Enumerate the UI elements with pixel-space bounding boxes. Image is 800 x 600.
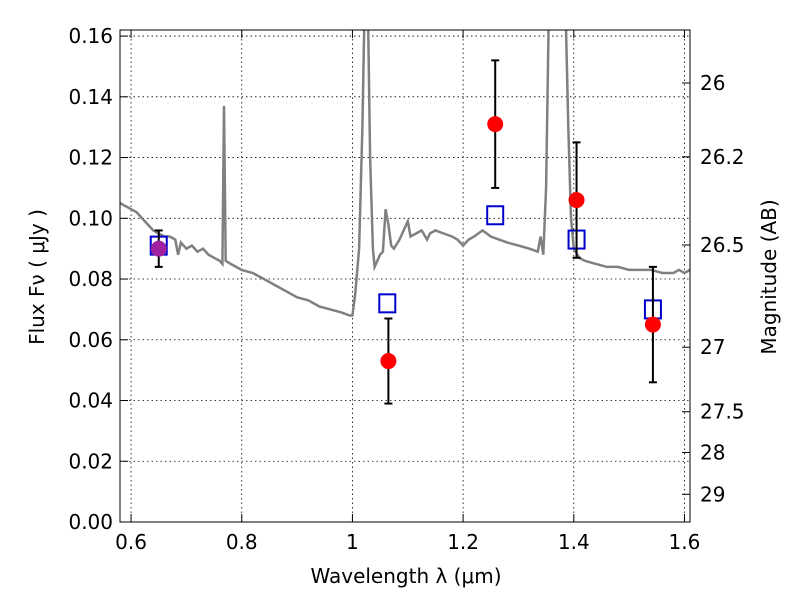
plot-frame bbox=[119, 29, 691, 523]
x-tick-label: 1.2 bbox=[447, 530, 479, 554]
observed-point bbox=[150, 240, 167, 257]
y-tick-label: 0.08 bbox=[68, 267, 113, 291]
x-tick-label: 1 bbox=[346, 530, 359, 554]
observed-point bbox=[568, 192, 585, 209]
observed-point bbox=[487, 116, 504, 133]
grid bbox=[120, 30, 690, 523]
observed-point bbox=[644, 316, 661, 333]
model-photometry-square bbox=[378, 293, 397, 314]
x-tick-label: 1.6 bbox=[669, 530, 701, 554]
y-tick-label: 0.14 bbox=[68, 85, 113, 109]
right-axis-label: Magnitude (AB) bbox=[757, 199, 781, 354]
right-tick-label: 27 bbox=[700, 335, 725, 359]
right-tick-label: 26 bbox=[700, 71, 725, 95]
right-tick-label: 29 bbox=[700, 482, 725, 506]
y-tick-label: 0.04 bbox=[68, 389, 113, 413]
x-axis-label: Wavelength λ (μm) bbox=[310, 564, 501, 588]
y-tick-label: 0.12 bbox=[68, 146, 113, 170]
x-tick-label: 1.4 bbox=[558, 530, 590, 554]
y-tick-label: 0.16 bbox=[68, 24, 113, 48]
y-axis-ticks: 0.00 0.02 0.04 0.06 0.08 0.10 0.12 0.14 0.16 bbox=[68, 24, 128, 534]
y-axis-label: Flux Fν ( μJy ) bbox=[25, 209, 49, 345]
model-spectrum-path bbox=[120, 30, 690, 317]
observed-point bbox=[380, 353, 397, 370]
right-tick-label: 26.5 bbox=[700, 233, 745, 257]
model-photometry-square bbox=[486, 205, 505, 226]
right-tick-label: 28 bbox=[700, 440, 725, 464]
y-tick-label: 0.06 bbox=[68, 328, 113, 352]
y-tick-label: 0.02 bbox=[68, 449, 113, 473]
right-axis-ticks: 26 26.2 26.5 27 27.5 28 29 bbox=[682, 71, 745, 506]
x-tick-label: 0.8 bbox=[226, 530, 258, 554]
right-tick-label: 26.2 bbox=[700, 145, 745, 169]
observed-photometry-markers bbox=[150, 59, 661, 405]
x-axis-ticks: 0.6 0.8 1 1.2 1.4 1.6 bbox=[115, 30, 700, 554]
y-tick-label: 0.00 bbox=[68, 510, 113, 534]
x-tick-label: 0.6 bbox=[115, 530, 147, 554]
y-tick-label: 0.10 bbox=[68, 206, 113, 230]
right-tick-label: 27.5 bbox=[700, 400, 745, 424]
spectrum-line bbox=[120, 30, 690, 317]
